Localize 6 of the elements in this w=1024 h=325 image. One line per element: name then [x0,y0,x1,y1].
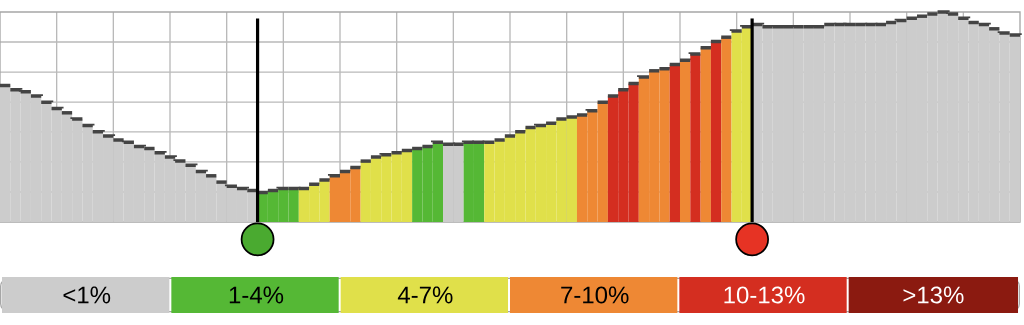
category-label: >13% [903,286,964,304]
category-label: 1-4% [229,286,284,304]
category-label: 10-13% [724,286,805,304]
category-label: 4-7% [397,286,453,304]
category-label: 7-10% [561,286,629,304]
category-label: <1% [63,286,111,304]
